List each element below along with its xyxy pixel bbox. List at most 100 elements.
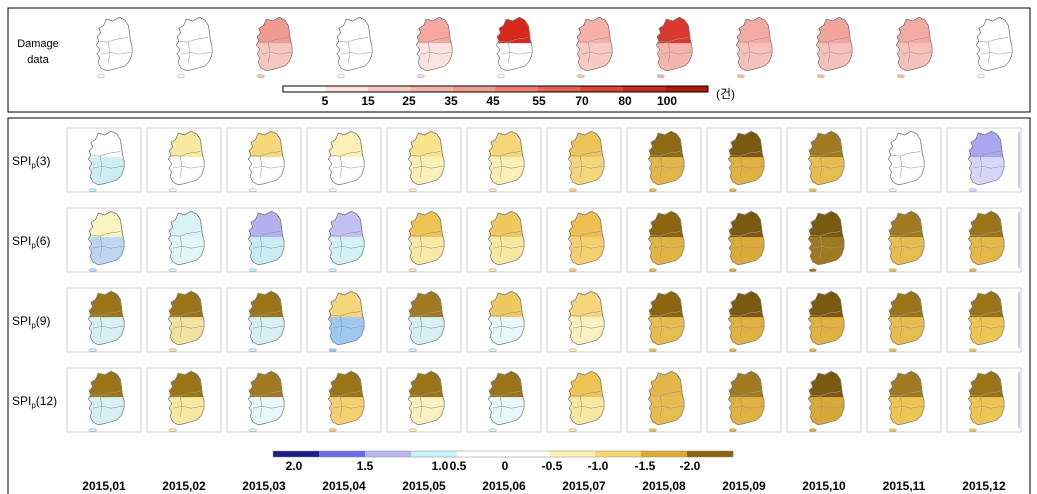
- jeju: [329, 189, 336, 192]
- jeju: [417, 75, 424, 78]
- jeju: [89, 349, 96, 352]
- row-label-base: SPI: [12, 234, 31, 248]
- jeju: [649, 189, 656, 192]
- jeju: [969, 429, 976, 432]
- jeju: [329, 429, 336, 432]
- legend-label: 35: [444, 94, 458, 108]
- damage-map: [256, 17, 292, 77]
- row-label: SPIp(3): [12, 154, 50, 170]
- damage-unit: (건): [716, 87, 735, 101]
- month-label: 2015,11: [883, 479, 926, 493]
- legend-label: -0.5: [542, 459, 563, 473]
- jeju: [897, 75, 904, 78]
- jeju: [969, 189, 976, 192]
- jeju: [729, 189, 736, 192]
- legend-label: -1.5: [635, 459, 656, 473]
- jeju: [89, 429, 96, 432]
- jeju: [977, 75, 984, 78]
- jeju: [97, 75, 104, 78]
- jeju: [249, 429, 256, 432]
- jeju: [969, 269, 976, 272]
- jeju: [809, 189, 816, 192]
- jeju: [889, 349, 896, 352]
- month-label: 2015,10: [802, 479, 846, 493]
- legend-swatch: [581, 86, 624, 92]
- figure: Damage data (건) 515253545557080100SPIp(3…: [0, 0, 1037, 494]
- row-label-suffix: (9): [36, 314, 51, 328]
- row-label-base: SPI: [12, 154, 31, 168]
- jeju: [569, 189, 576, 192]
- jeju: [257, 75, 264, 78]
- jeju: [489, 269, 496, 272]
- jeju: [489, 189, 496, 192]
- month-label: 2015,02: [162, 479, 206, 493]
- row-label: SPIp(6): [12, 234, 50, 250]
- row-label: SPIp(9): [12, 314, 50, 330]
- legend-swatch: [641, 451, 687, 457]
- damage-map: [176, 17, 212, 77]
- legend-swatch: [411, 451, 457, 457]
- legend-swatch: [365, 451, 411, 457]
- jeju: [649, 269, 656, 272]
- legend-swatch: [273, 451, 319, 457]
- damage-map: [656, 17, 692, 77]
- legend-swatch: [687, 451, 733, 457]
- jeju: [329, 269, 336, 272]
- legend-swatch: [319, 451, 365, 457]
- month-label: 2015,06: [482, 479, 526, 493]
- damage-map: [896, 17, 932, 77]
- legend-swatch: [549, 451, 595, 457]
- jeju: [337, 75, 344, 78]
- jeju: [489, 429, 496, 432]
- jeju: [729, 429, 736, 432]
- mini-colorbar: [1018, 212, 1020, 268]
- legend-label: 80: [618, 94, 632, 108]
- damage-map: [496, 17, 532, 77]
- legend-label: 100: [657, 94, 677, 108]
- damage-map: [736, 17, 772, 77]
- legend-swatch: [623, 86, 666, 92]
- jeju: [409, 189, 416, 192]
- jeju: [569, 349, 576, 352]
- legend-swatch: [368, 86, 411, 92]
- jeju: [817, 75, 824, 78]
- month-label: 2015,05: [402, 479, 446, 493]
- legend-swatch: [538, 86, 581, 92]
- legend-swatch: [595, 451, 641, 457]
- month-label: 2015,09: [722, 479, 766, 493]
- legend-label: 25: [402, 94, 416, 108]
- legend-label: 15: [361, 94, 375, 108]
- jeju: [409, 269, 416, 272]
- jeju: [809, 349, 816, 352]
- jeju: [577, 75, 584, 78]
- jeju: [89, 189, 96, 192]
- jeju: [889, 429, 896, 432]
- jeju: [889, 269, 896, 272]
- legend-swatch: [457, 451, 503, 457]
- mini-colorbar: [1018, 132, 1020, 188]
- legend-label: 55: [532, 94, 546, 108]
- legend-label: -2.0: [680, 459, 701, 473]
- row-label-suffix: (12): [36, 394, 57, 408]
- jeju: [249, 269, 256, 272]
- damage-label: Damage: [17, 38, 59, 50]
- legend-label: 1.5: [357, 459, 374, 473]
- jeju: [889, 189, 896, 192]
- month-label: 2015,08: [642, 479, 686, 493]
- legend-label: 2.0: [286, 459, 303, 473]
- mini-colorbar: [1018, 372, 1020, 428]
- jeju: [737, 75, 744, 78]
- jeju: [249, 189, 256, 192]
- jeju: [169, 189, 176, 192]
- legend-label: 1.0: [432, 459, 449, 473]
- legend-label: 45: [486, 94, 500, 108]
- legend-label: 70: [575, 94, 589, 108]
- jeju: [969, 349, 976, 352]
- jeju: [169, 269, 176, 272]
- jeju: [489, 349, 496, 352]
- legend-label: 0: [502, 459, 509, 473]
- damage-map: [96, 17, 132, 77]
- jeju: [809, 429, 816, 432]
- jeju: [169, 349, 176, 352]
